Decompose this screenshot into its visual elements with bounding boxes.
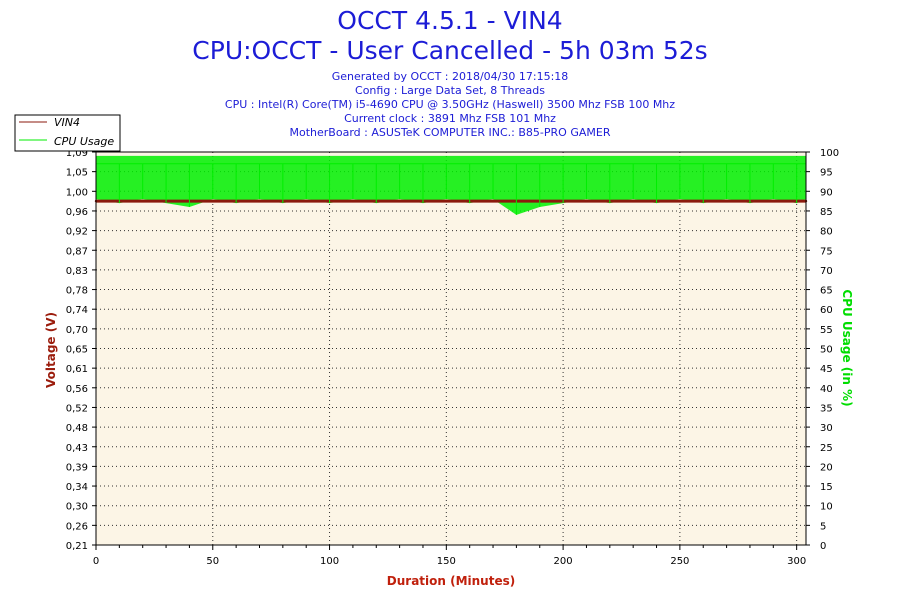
y2-tick-label: 25 — [820, 443, 833, 454]
grid — [96, 152, 806, 545]
y-tick-label: 0,96 — [66, 207, 88, 218]
y2-tick-label: 20 — [820, 462, 833, 473]
y-tick-label: 0,61 — [66, 364, 88, 375]
y-tick-label: 0,78 — [66, 286, 88, 297]
y2-tick-label: 45 — [820, 364, 833, 375]
vin4-point — [211, 199, 214, 203]
x-tick-label: 250 — [670, 556, 689, 567]
y2-tick-label: 55 — [820, 325, 833, 336]
vin4-point — [631, 199, 635, 203]
y2-tick-label: 40 — [820, 384, 833, 395]
info-cpu: CPU : Intel(R) Core(TM) i5-4690 CPU @ 3.… — [224, 98, 676, 111]
chart-title: OCCT 4.5.1 - VIN4 — [337, 6, 563, 35]
info-config: Config : Large Data Set, 8 Threads — [355, 84, 545, 97]
vin4-point — [585, 199, 588, 203]
y-axis-label: Voltage (V) — [44, 312, 58, 388]
y2-tick-label: 0 — [820, 541, 826, 552]
y-tick-label: 0,48 — [66, 423, 88, 434]
y-tick-label: 0,74 — [66, 305, 88, 316]
y2-tick-label: 70 — [820, 266, 833, 277]
y2-tick-label: 90 — [820, 187, 833, 198]
y-tick-label: 0,34 — [66, 482, 88, 493]
y-tick-label: 0,30 — [66, 502, 88, 513]
y2-tick-label: 85 — [820, 207, 833, 218]
vin4-point — [141, 199, 144, 203]
info-motherboard: MotherBoard : ASUSTeK COMPUTER INC.: B85… — [289, 126, 611, 139]
y2-axis-label: CPU Usage (in %) — [840, 289, 854, 406]
y-tick-label: 1,05 — [66, 168, 88, 179]
info-generated: Generated by OCCT : 2018/04/30 17:15:18 — [331, 70, 569, 83]
y-tick-label: 0,56 — [66, 384, 88, 395]
y2-tick-label: 5 — [820, 521, 826, 532]
tick-labels: 0,21 0 0,26 5 0,30 10 0,34 15 0,39 20 0,43 25 0,48 30… — [66, 148, 839, 567]
y-tick-label: 1,00 — [66, 187, 88, 198]
y-tick-label: 0,26 — [66, 521, 88, 532]
series-layer — [94, 155, 808, 215]
vin4-point — [398, 199, 401, 203]
vin4-point — [445, 199, 448, 203]
y-tick-label: 0,39 — [66, 462, 88, 473]
plot-frame — [95, 151, 807, 546]
plot-background — [96, 152, 806, 545]
vin4-point — [491, 199, 495, 203]
vin4-point — [678, 199, 682, 203]
y-tick-label: 0,52 — [66, 403, 88, 414]
x-tick-label: 300 — [787, 556, 806, 567]
y-tick-label: 0,65 — [66, 345, 88, 356]
legend-box — [14, 114, 121, 152]
y-tick-label: 0,43 — [66, 443, 88, 454]
y-tick-label: 0,21 — [66, 541, 88, 552]
y2-tick-label: 15 — [820, 482, 833, 493]
info-clock: Current clock : 3891 Mhz FSB 101 Mhz — [344, 112, 556, 125]
vin4-point — [351, 199, 355, 203]
vin4-point — [258, 199, 261, 203]
chart-subtitle: CPU:OCCT - User Cancelled - 5h 03m 52s — [192, 36, 708, 65]
y2-tick-label: 10 — [820, 502, 833, 513]
y2-tick-label: 30 — [820, 423, 833, 434]
y-tick-label: 0,87 — [66, 246, 88, 257]
legend: VIN4 CPU Usage — [14, 114, 121, 152]
y2-tick-label: 60 — [820, 305, 833, 316]
x-axis-label: Duration (Minutes) — [387, 574, 515, 588]
vin4-point — [304, 199, 308, 203]
y2-tick-label: 80 — [820, 227, 833, 238]
y2-tick-label: 65 — [820, 286, 833, 297]
y-tick-label: 1,09 — [66, 148, 88, 159]
axes — [92, 151, 810, 550]
legend-vin4-label: VIN4 — [54, 116, 80, 129]
y2-tick-label: 100 — [820, 148, 839, 159]
y2-tick-label: 95 — [820, 168, 833, 179]
y-tick-label: 0,70 — [66, 325, 88, 336]
x-tick-label: 150 — [437, 556, 456, 567]
y-tick-label: 0,92 — [66, 227, 88, 238]
x-tick-label: 0 — [93, 556, 99, 567]
x-tick-label: 200 — [554, 556, 573, 567]
x-tick-label: 100 — [320, 556, 339, 567]
y2-tick-label: 35 — [820, 403, 833, 414]
vin4-point — [725, 199, 728, 203]
legend-cpu-usage-label: CPU Usage — [54, 135, 114, 148]
x-tick-label: 50 — [206, 556, 219, 567]
y2-tick-label: 50 — [820, 345, 833, 356]
y-tick-label: 0,83 — [66, 266, 88, 277]
y2-tick-label: 75 — [820, 246, 833, 257]
vin4-point — [772, 199, 775, 203]
